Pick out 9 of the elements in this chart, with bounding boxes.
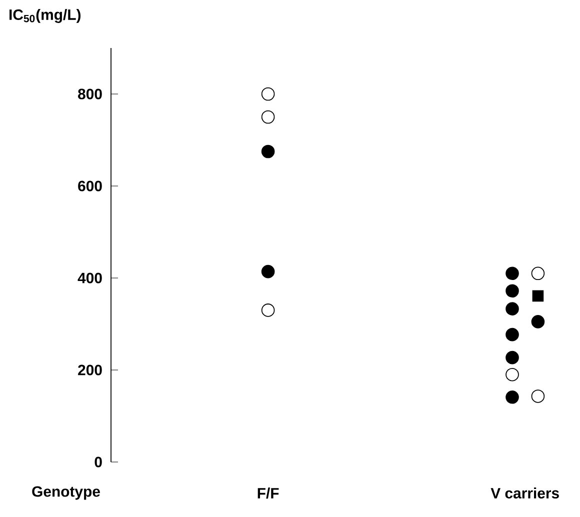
x-tick-label: F/F <box>258 488 279 499</box>
y-axis-title: IC$_{50}$(mg/L) <box>10 8 81 23</box>
x-axis-title: Genotype <box>32 486 100 500</box>
y-tick-label: 200 <box>78 364 102 376</box>
x-tick-label: V carriers <box>490 488 559 498</box>
y-tick-label: 800 <box>78 88 102 100</box>
y-tick-label: 600 <box>78 180 102 192</box>
y-tick-label: 0 <box>94 456 102 468</box>
y-tick-label: 400 <box>78 272 102 284</box>
